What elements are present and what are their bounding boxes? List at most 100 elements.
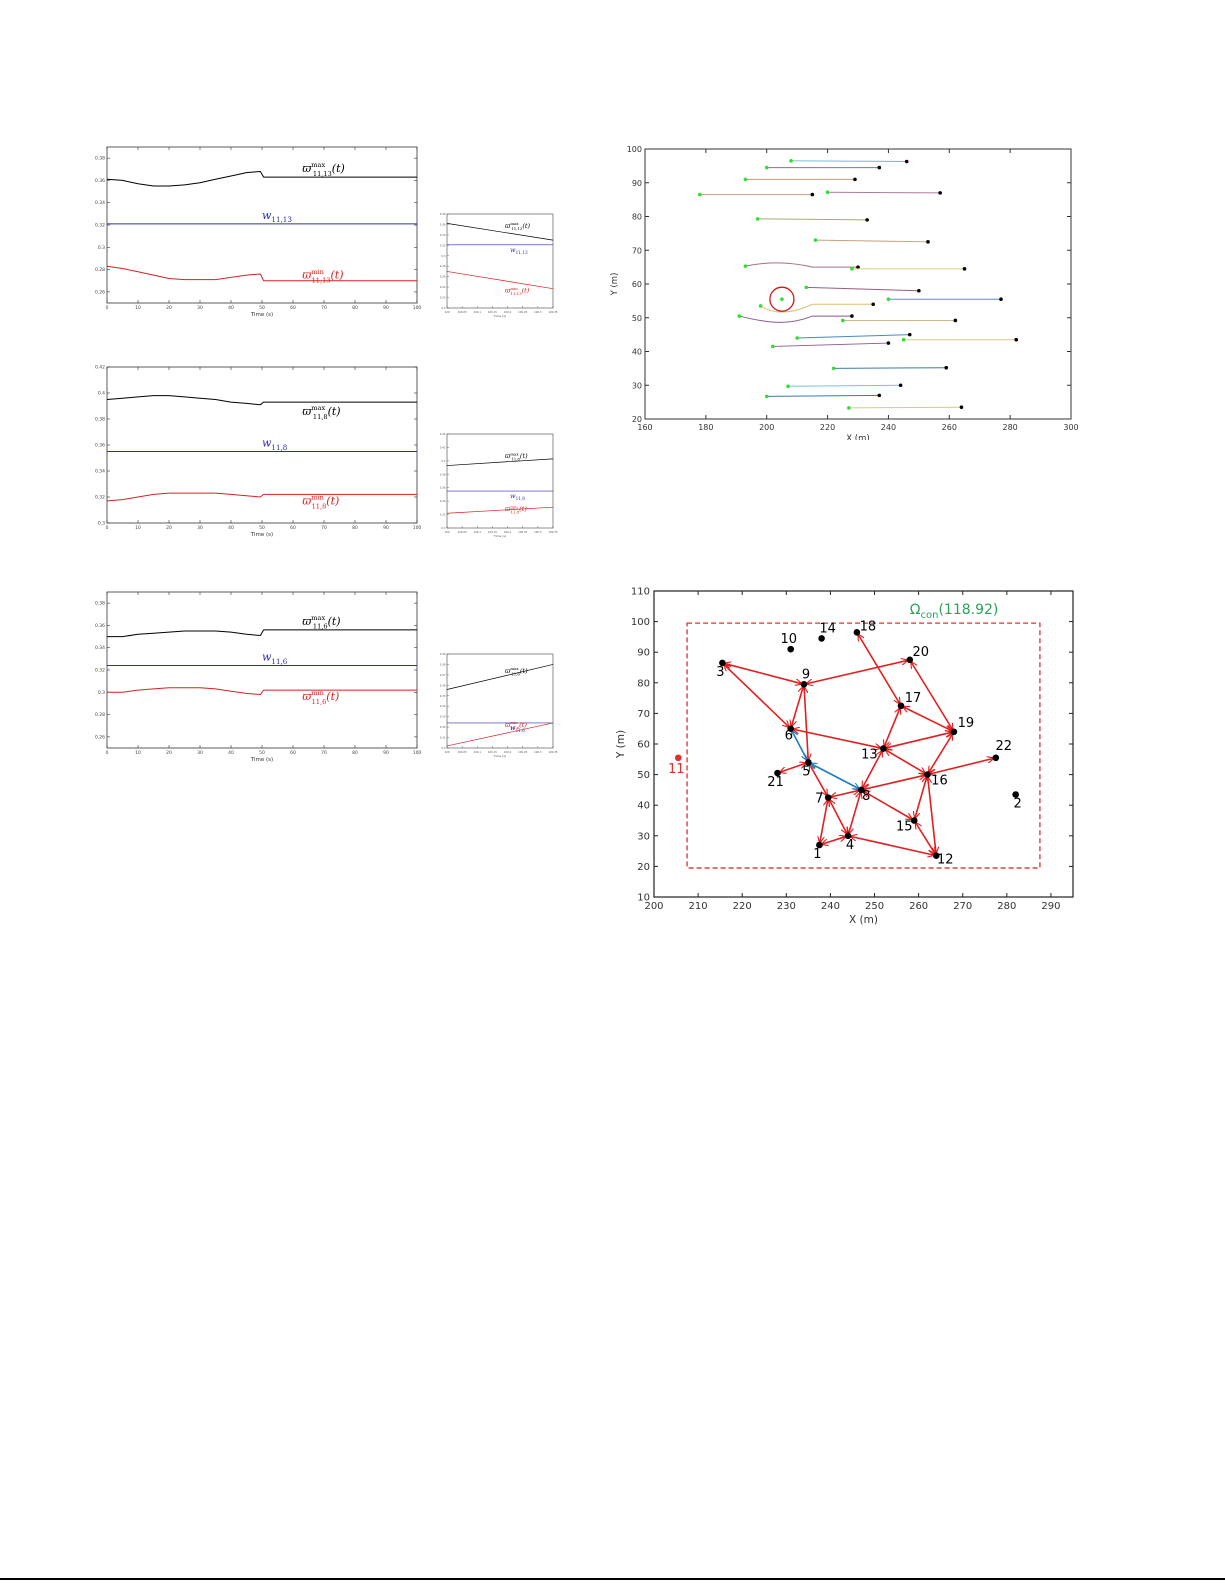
- y-tick-label: 70: [632, 246, 642, 255]
- inset-y-tick: 0.3: [441, 254, 445, 258]
- x-tick-label: 80: [352, 750, 358, 756]
- start-marker: [755, 217, 760, 221]
- series-line: [106, 170, 417, 187]
- chart-weight-11-6: 0 10 20 30 40 50 60 70 80 90 100 0.26 0.28 0.3 0.32 0.3…: [95, 591, 422, 763]
- x-tick-label: 220: [820, 423, 835, 432]
- series-label: ϖmax 11,8(t): [505, 451, 528, 461]
- inset-x-label: Time (s): [493, 754, 506, 758]
- x-tick-label: 200: [644, 901, 663, 912]
- start-marker: [743, 177, 748, 182]
- end-marker: [810, 192, 815, 197]
- graph-node: [816, 841, 823, 849]
- node-label: 16: [931, 774, 948, 789]
- y-tick-label: 0.34: [95, 200, 105, 206]
- x-tick-label: 260: [942, 423, 957, 432]
- y-axis-label: Y (m): [610, 273, 620, 297]
- x-tick-label: 210: [689, 901, 708, 912]
- inset-y-tick: 0.31: [440, 736, 446, 740]
- x-tick-label: 40: [228, 750, 234, 756]
- x-tick-label: 220: [733, 901, 752, 912]
- chart-network-graph: 200 210 220 230 240 250 260 270 280 2901020304050…: [615, 587, 1074, 926]
- x-tick-label: 0: [106, 305, 109, 311]
- series-label: ϖmax 11,13(t): [302, 161, 345, 178]
- end-marker: [877, 165, 882, 170]
- x-tick-label: 20: [166, 525, 172, 531]
- inset-x-tick: 100: [445, 750, 450, 754]
- node-label: 14: [819, 621, 836, 636]
- trajectory-line: [772, 342, 889, 347]
- y-tick-label: 0.4: [98, 391, 105, 397]
- end-marker: [871, 302, 876, 307]
- x-tick-label: 70: [321, 525, 327, 531]
- inset-y-tick: 0.36: [440, 222, 446, 226]
- x-tick-label: 80: [352, 525, 358, 531]
- y-tick-label: 0.3: [98, 521, 105, 527]
- chart-trajectories: 160 180 200 220 240 260 280 300 20 30 40 50 60 70 80 90…: [610, 145, 1079, 440]
- series-label: w11,6: [262, 651, 288, 666]
- inset-x-tick: 100.25: [518, 310, 527, 314]
- node-label: 17: [905, 691, 922, 706]
- trajectory-line: [757, 218, 868, 221]
- x-tick-label: 100: [413, 750, 422, 756]
- x-axis-label: Time (s): [250, 757, 273, 763]
- connectivity-region: [686, 622, 1041, 869]
- x-tick-label: 90: [383, 305, 389, 311]
- start-marker: [831, 366, 836, 371]
- graph-node: [800, 681, 808, 688]
- node-label: 9: [802, 667, 810, 682]
- y-tick-label: 100: [627, 145, 642, 154]
- inset-y-tick: 0.39: [440, 652, 446, 656]
- series-label: ϖmax 11,13(t): [505, 221, 531, 231]
- y-tick-label: 60: [632, 280, 642, 289]
- inset-x-tick: 100: [445, 310, 450, 314]
- y-tick-label: 0.34: [95, 645, 105, 651]
- x-tick-label: 240: [881, 423, 896, 432]
- inset-x-tick: 100.3: [534, 750, 542, 754]
- inset-y-tick: 0.44: [440, 432, 446, 436]
- start-marker: [743, 264, 748, 268]
- inset-x-tick: 100.05: [458, 750, 467, 754]
- inset-y-tick: 0.37: [440, 673, 446, 677]
- inset-x-label: Time (s): [493, 314, 506, 318]
- inset-x-tick: 100.35: [548, 530, 557, 534]
- y-tick-label: 0.32: [95, 495, 105, 501]
- y-tick-label: 80: [637, 678, 650, 689]
- series-label: ϖmin 11,8(t): [505, 504, 527, 514]
- x-tick-label: 10: [135, 525, 141, 531]
- y-tick-label: 80: [632, 213, 642, 222]
- inset-series-line: [446, 506, 554, 514]
- inset-y-tick: 0.38: [440, 662, 446, 666]
- end-marker: [1014, 337, 1019, 342]
- x-tick-label: 50: [259, 305, 265, 311]
- graph-edge: [886, 750, 926, 773]
- inset-x-tick: 100.1: [474, 750, 482, 754]
- graph-edge: [829, 800, 847, 834]
- end-marker: [938, 191, 942, 195]
- x-tick-label: 10: [135, 750, 141, 756]
- inset-series-line: [446, 458, 554, 466]
- inset-y-tick: 0.28: [440, 264, 446, 268]
- start-marker: [825, 190, 830, 194]
- end-marker: [877, 393, 882, 398]
- graph-node: [674, 754, 682, 762]
- node-label: 2: [1014, 796, 1022, 811]
- graph-edge: [930, 758, 994, 774]
- series-label: ϖmax 11,8(t): [302, 404, 340, 421]
- start-marker: [813, 238, 818, 242]
- x-tick-label: 60: [290, 750, 296, 756]
- node-label: 5: [802, 764, 810, 779]
- end-marker: [944, 365, 949, 370]
- x-tick-label: 100: [413, 525, 422, 531]
- inset-x-tick: 100.1: [474, 310, 482, 314]
- x-tick-label: 290: [1041, 901, 1060, 912]
- x-tick-label: 90: [383, 525, 389, 531]
- inset-x-tick: 100.3: [534, 530, 542, 534]
- graph-node: [880, 745, 887, 752]
- graph-node: [932, 852, 940, 859]
- x-tick-label: 70: [321, 750, 327, 756]
- y-tick-label: 0.32: [95, 668, 105, 674]
- trajectory-line: [766, 394, 880, 397]
- graph-node: [824, 794, 832, 801]
- node-label: 15: [896, 820, 913, 835]
- x-axis-label: X (m): [846, 434, 869, 440]
